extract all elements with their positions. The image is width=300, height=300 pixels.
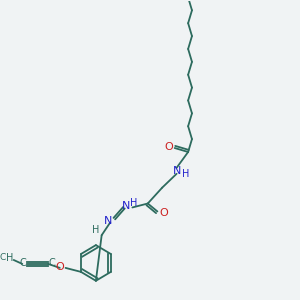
Text: C: C bbox=[20, 258, 27, 268]
Text: H: H bbox=[130, 199, 137, 208]
Text: N: N bbox=[173, 166, 182, 176]
Text: H: H bbox=[6, 253, 14, 263]
Text: H: H bbox=[182, 169, 189, 179]
Text: O: O bbox=[56, 262, 64, 272]
Text: C: C bbox=[0, 254, 6, 262]
Text: N: N bbox=[104, 216, 112, 226]
Text: C: C bbox=[49, 258, 56, 268]
Text: H: H bbox=[92, 225, 100, 235]
Text: N: N bbox=[122, 202, 130, 212]
Text: O: O bbox=[164, 142, 173, 152]
Text: O: O bbox=[160, 208, 169, 218]
